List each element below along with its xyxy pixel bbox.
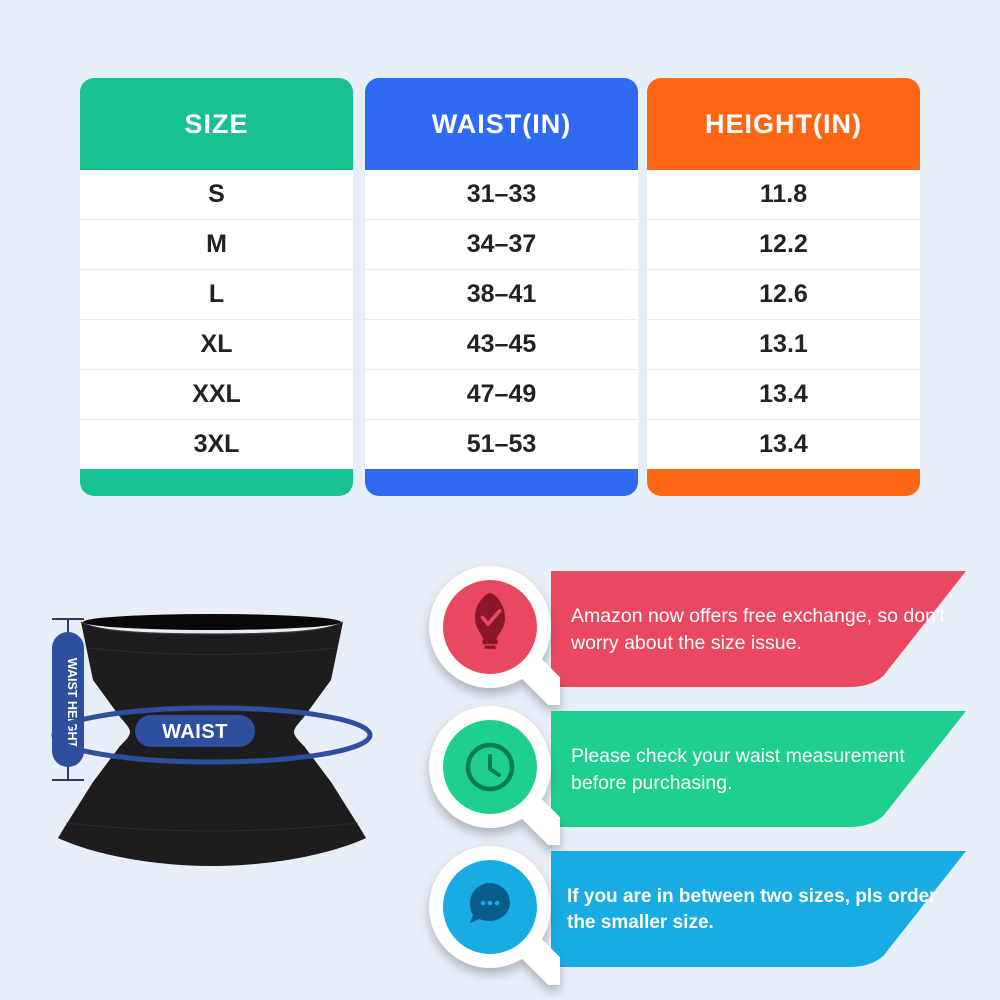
svg-text:WAIST: WAIST	[162, 721, 228, 743]
